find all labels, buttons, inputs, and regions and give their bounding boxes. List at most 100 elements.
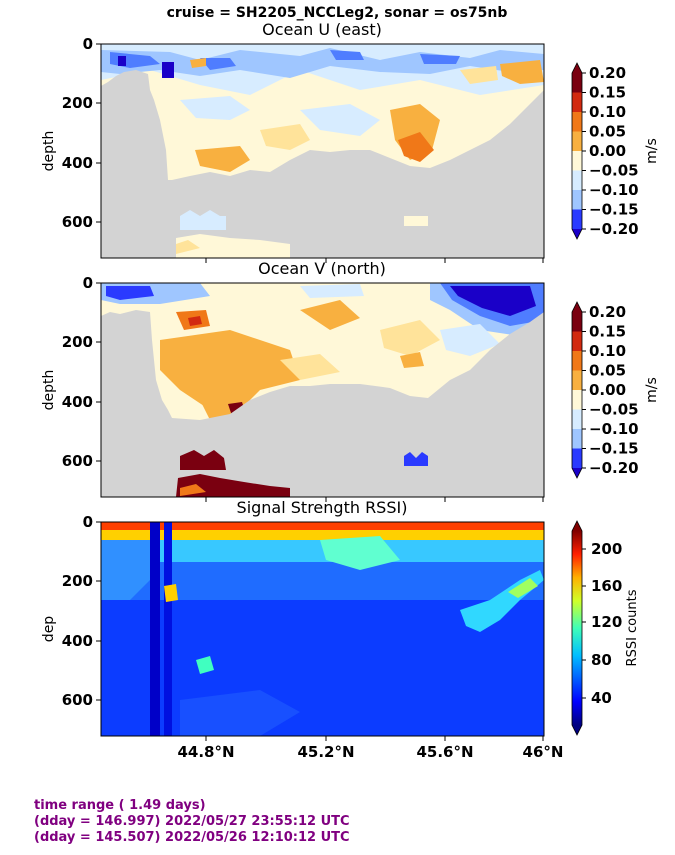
v-contour-pos-h xyxy=(280,354,340,380)
y-tick-label: 0 xyxy=(83,35,93,53)
cb-tick-label: −0.15 xyxy=(589,201,639,219)
y-tick-600: 600 xyxy=(62,213,101,231)
y-tick-label: 400 xyxy=(62,154,93,172)
panel-ocean-v: Ocean V (north) xyxy=(41,259,660,502)
cb-tick-label: 40 xyxy=(591,689,612,707)
panel-ocean-u: Ocean U (east) xyxy=(41,20,660,263)
cb-seg-2 xyxy=(572,351,582,371)
y-tick-0: 0 xyxy=(83,274,101,292)
cb-extend-top xyxy=(572,302,582,312)
x-tick-label: 45.2°N xyxy=(297,743,354,761)
bottom-patch-1 xyxy=(180,210,226,230)
y-tick-label: 400 xyxy=(62,393,93,411)
plot-frame xyxy=(100,43,545,259)
cb-seg-5 xyxy=(572,170,582,190)
y-tick-label: 200 xyxy=(62,333,93,351)
cb-seg-1 xyxy=(572,92,582,112)
colorbar-u: 0.20 0.15 0.10 0.05 0.00 −0.05 −0.10 −0.… xyxy=(571,62,660,240)
x-ticks xyxy=(205,497,544,502)
u-contour-pos-4 xyxy=(195,146,250,172)
bottom-patch-2 xyxy=(176,234,290,258)
cb-tick-label: 80 xyxy=(591,651,612,669)
y-tick-label: 200 xyxy=(62,572,93,590)
panel-title: Signal Strength RSSI) xyxy=(237,498,408,517)
cb-seg-4 xyxy=(572,151,582,171)
cb-tick-label: 0.05 xyxy=(589,362,626,380)
cb-frame xyxy=(571,520,583,736)
v-contour-pos-g xyxy=(380,320,440,356)
cb-tick-label: −0.20 xyxy=(589,459,639,477)
cb-seg-6 xyxy=(572,429,582,449)
bottom-patch-3 xyxy=(404,216,428,226)
colorbar-v: 0.20 0.15 0.10 0.05 0.00 −0.05 −0.10 −0.… xyxy=(571,301,660,479)
cb-seg-5 xyxy=(572,409,582,429)
v-contour-pos-a xyxy=(160,330,300,410)
cb-seg-4 xyxy=(572,390,582,410)
cb-seg-0 xyxy=(572,312,582,332)
cb-tick-label: −0.10 xyxy=(589,181,639,199)
v-contour-neg-c xyxy=(450,286,536,316)
x-tick-45-2: 45.2°N xyxy=(297,736,355,761)
rssi-column-2 xyxy=(164,522,172,736)
x-tick-label: 44.8°N xyxy=(177,743,234,761)
cb-extend-top xyxy=(572,521,582,531)
cb-seg-0 xyxy=(572,73,582,93)
y-tick-label: 600 xyxy=(62,213,93,231)
x-tick-46: 46°N xyxy=(523,736,564,761)
bottom-patch-4 xyxy=(176,240,200,254)
u-contours xyxy=(101,44,544,172)
colorbar-label: m/s xyxy=(644,377,660,403)
y-tick-label: 600 xyxy=(62,452,93,470)
u-contour-pos-5 xyxy=(260,124,310,150)
cb-tick-label: −0.05 xyxy=(589,401,639,419)
u-contour-pos-1 xyxy=(500,60,544,84)
cb-gradient xyxy=(572,531,582,725)
cb-ticks xyxy=(582,548,586,699)
u-contour-deep-neg-b xyxy=(180,96,250,120)
colorbar-label: m/s xyxy=(644,138,660,164)
y-axis: 0 200 400 600 xyxy=(62,274,101,470)
cb-tick-label: 0.15 xyxy=(589,323,626,341)
v-contours xyxy=(101,283,544,420)
cb-extend-bottom xyxy=(572,725,582,735)
cb-extend-top xyxy=(572,63,582,73)
bottom-patch-orange xyxy=(180,484,206,496)
colorbar-rssi: 200 160 120 80 40 RSSI counts xyxy=(571,520,640,736)
rssi-spot-2 xyxy=(164,584,178,602)
y-tick-label: 0 xyxy=(83,513,93,531)
y-tick-200: 200 xyxy=(62,572,101,590)
cb-tick-label: 200 xyxy=(591,540,622,558)
cb-tick-label: 0.10 xyxy=(589,342,626,360)
v-contour-pos-i xyxy=(400,352,424,368)
y-tick-label: 400 xyxy=(62,632,93,650)
panel-rssi: Signal Strength RSSI) xyxy=(41,498,640,761)
y-axis-label: depth xyxy=(41,131,57,172)
rssi-patch-cyan xyxy=(320,536,400,570)
cb-tick-label: 120 xyxy=(591,613,622,631)
y-tick-400: 400 xyxy=(62,632,101,650)
rssi-low-patch xyxy=(180,690,300,736)
no-data-mask xyxy=(101,310,544,497)
x-tick-label: 46°N xyxy=(523,743,564,761)
x-tick-label: 45.6°N xyxy=(416,743,473,761)
cb-seg-2 xyxy=(572,112,582,132)
cb-tick-label: 0.00 xyxy=(589,381,626,399)
plot-frame xyxy=(100,521,545,737)
cb-extend-bottom xyxy=(572,468,582,478)
cb-tick-label: 0.20 xyxy=(589,303,626,321)
cb-tick-label: 160 xyxy=(591,577,622,595)
y-axis-label: dep xyxy=(41,616,57,643)
panel-title: Ocean V (north) xyxy=(258,259,386,278)
x-tick-45-6: 45.6°N xyxy=(416,736,474,761)
v-contour-pos-c xyxy=(300,300,360,330)
cb-tick-label: −0.05 xyxy=(589,162,639,180)
y-axis-label: depth xyxy=(41,370,57,411)
cb-seg-6 xyxy=(572,190,582,210)
cb-seg-3 xyxy=(572,370,582,390)
cb-extend-bottom xyxy=(572,229,582,239)
suptitle: cruise = SH2205_NCCLeg2, sonar = os75nb xyxy=(167,5,508,21)
rssi-diagonal-core xyxy=(508,578,538,598)
cb-tick-label: 0.20 xyxy=(589,64,626,82)
y-tick-400: 400 xyxy=(62,393,101,411)
